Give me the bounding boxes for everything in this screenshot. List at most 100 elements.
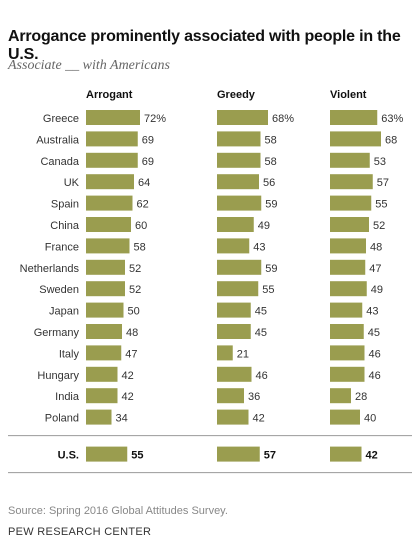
total-value-label: 55 (131, 450, 143, 462)
value-label: 69 (142, 134, 154, 146)
value-label: 48 (126, 327, 138, 339)
category-label: Spain (51, 199, 79, 211)
bar-arrogant (86, 324, 122, 339)
bar-violent (330, 281, 367, 297)
bar-arrogant (86, 388, 118, 404)
value-label: 53 (374, 156, 386, 168)
bar-violent (330, 388, 351, 404)
category-label: Japan (49, 306, 79, 318)
value-label: 46 (256, 370, 268, 382)
value-label: 42 (253, 413, 265, 425)
bar-violent (330, 131, 381, 147)
value-label: 64 (138, 177, 150, 189)
category-label: UK (64, 177, 80, 189)
value-label: 21 (237, 348, 249, 360)
category-label: India (55, 391, 80, 403)
bar-arrogant (86, 238, 130, 254)
bar-greedy (217, 409, 249, 425)
bar-greedy (217, 259, 262, 275)
category-label: Sweden (39, 284, 79, 296)
value-label: 45 (255, 306, 267, 318)
bar-arrogant (86, 281, 125, 297)
bar-greedy (217, 152, 261, 168)
bar-violent (330, 238, 366, 254)
value-label: 48 (370, 241, 382, 253)
chart-title: Arrogance prominently associated with pe… (8, 28, 401, 63)
category-label: Australia (36, 134, 80, 146)
value-label: 42 (122, 370, 134, 382)
bar-greedy (217, 174, 259, 190)
bar-greedy (217, 324, 251, 339)
bar-violent (330, 302, 363, 318)
bar-greedy (217, 281, 259, 297)
bar-violent (330, 366, 365, 382)
bar-arrogant (86, 131, 138, 147)
value-label: 49 (258, 220, 270, 232)
value-label: 47 (369, 263, 381, 275)
value-label: 55 (375, 199, 387, 211)
value-label: 43 (253, 241, 265, 253)
value-label: 57 (377, 177, 389, 189)
bar-arrogant (86, 174, 134, 190)
value-label: 40 (364, 413, 376, 425)
bar-arrogant (86, 195, 133, 211)
value-label: 60 (135, 220, 147, 232)
value-label: 34 (116, 413, 128, 425)
value-label: 43 (366, 306, 378, 318)
bar-greedy (217, 302, 251, 318)
bar-total (330, 446, 362, 462)
value-label: 68 (385, 134, 397, 146)
value-label: 49 (371, 284, 383, 296)
bar-greedy (217, 388, 244, 404)
bar-greedy (217, 345, 233, 361)
value-label: 36 (248, 391, 260, 403)
bar-arrogant (86, 152, 138, 168)
value-label: 58 (265, 156, 277, 168)
category-label: Greece (43, 113, 79, 125)
category-label: Italy (59, 348, 80, 360)
bar-violent (330, 217, 369, 232)
value-label: 58 (265, 134, 277, 146)
value-label: 69 (142, 156, 154, 168)
value-label: 63% (381, 113, 403, 125)
value-label: 58 (134, 241, 146, 253)
bar-violent (330, 110, 378, 125)
bar-greedy (217, 366, 252, 382)
value-label: 52 (373, 220, 385, 232)
bar-arrogant (86, 259, 125, 275)
value-label: 72% (144, 113, 166, 125)
bar-violent (330, 324, 364, 339)
value-label: 68% (272, 113, 294, 125)
total-category-label: U.S. (58, 450, 79, 462)
value-label: 55 (262, 284, 274, 296)
bar-violent (330, 259, 366, 275)
value-label: 46 (369, 370, 381, 382)
category-label: France (45, 241, 79, 253)
bar-violent (330, 174, 373, 190)
bar-greedy (217, 131, 261, 147)
chart-subtitle: Associate __ with Americans (8, 58, 170, 73)
bar-total (217, 446, 260, 462)
value-label: 59 (265, 263, 277, 275)
category-label: Hungary (37, 370, 79, 382)
value-label: 46 (369, 348, 381, 360)
bar-violent (330, 152, 370, 168)
bar-greedy (217, 217, 254, 232)
bar-arrogant (86, 345, 122, 361)
bar-violent (330, 345, 365, 361)
total-value-label: 57 (264, 450, 276, 462)
value-label: 52 (129, 284, 141, 296)
series-header-arrogant: Arrogant (86, 89, 133, 101)
value-label: 45 (255, 327, 267, 339)
value-label: 45 (368, 327, 380, 339)
value-label: 56 (263, 177, 275, 189)
value-label: 47 (125, 348, 137, 360)
value-label: 62 (137, 199, 149, 211)
value-label: 28 (355, 391, 367, 403)
source-note: Source: Spring 2016 Global Attitudes Sur… (8, 505, 228, 517)
value-label: 52 (129, 263, 141, 275)
value-label: 42 (122, 391, 134, 403)
bar-greedy (217, 238, 250, 254)
category-label: Netherlands (20, 263, 80, 275)
series-header-greedy: Greedy (217, 89, 256, 101)
